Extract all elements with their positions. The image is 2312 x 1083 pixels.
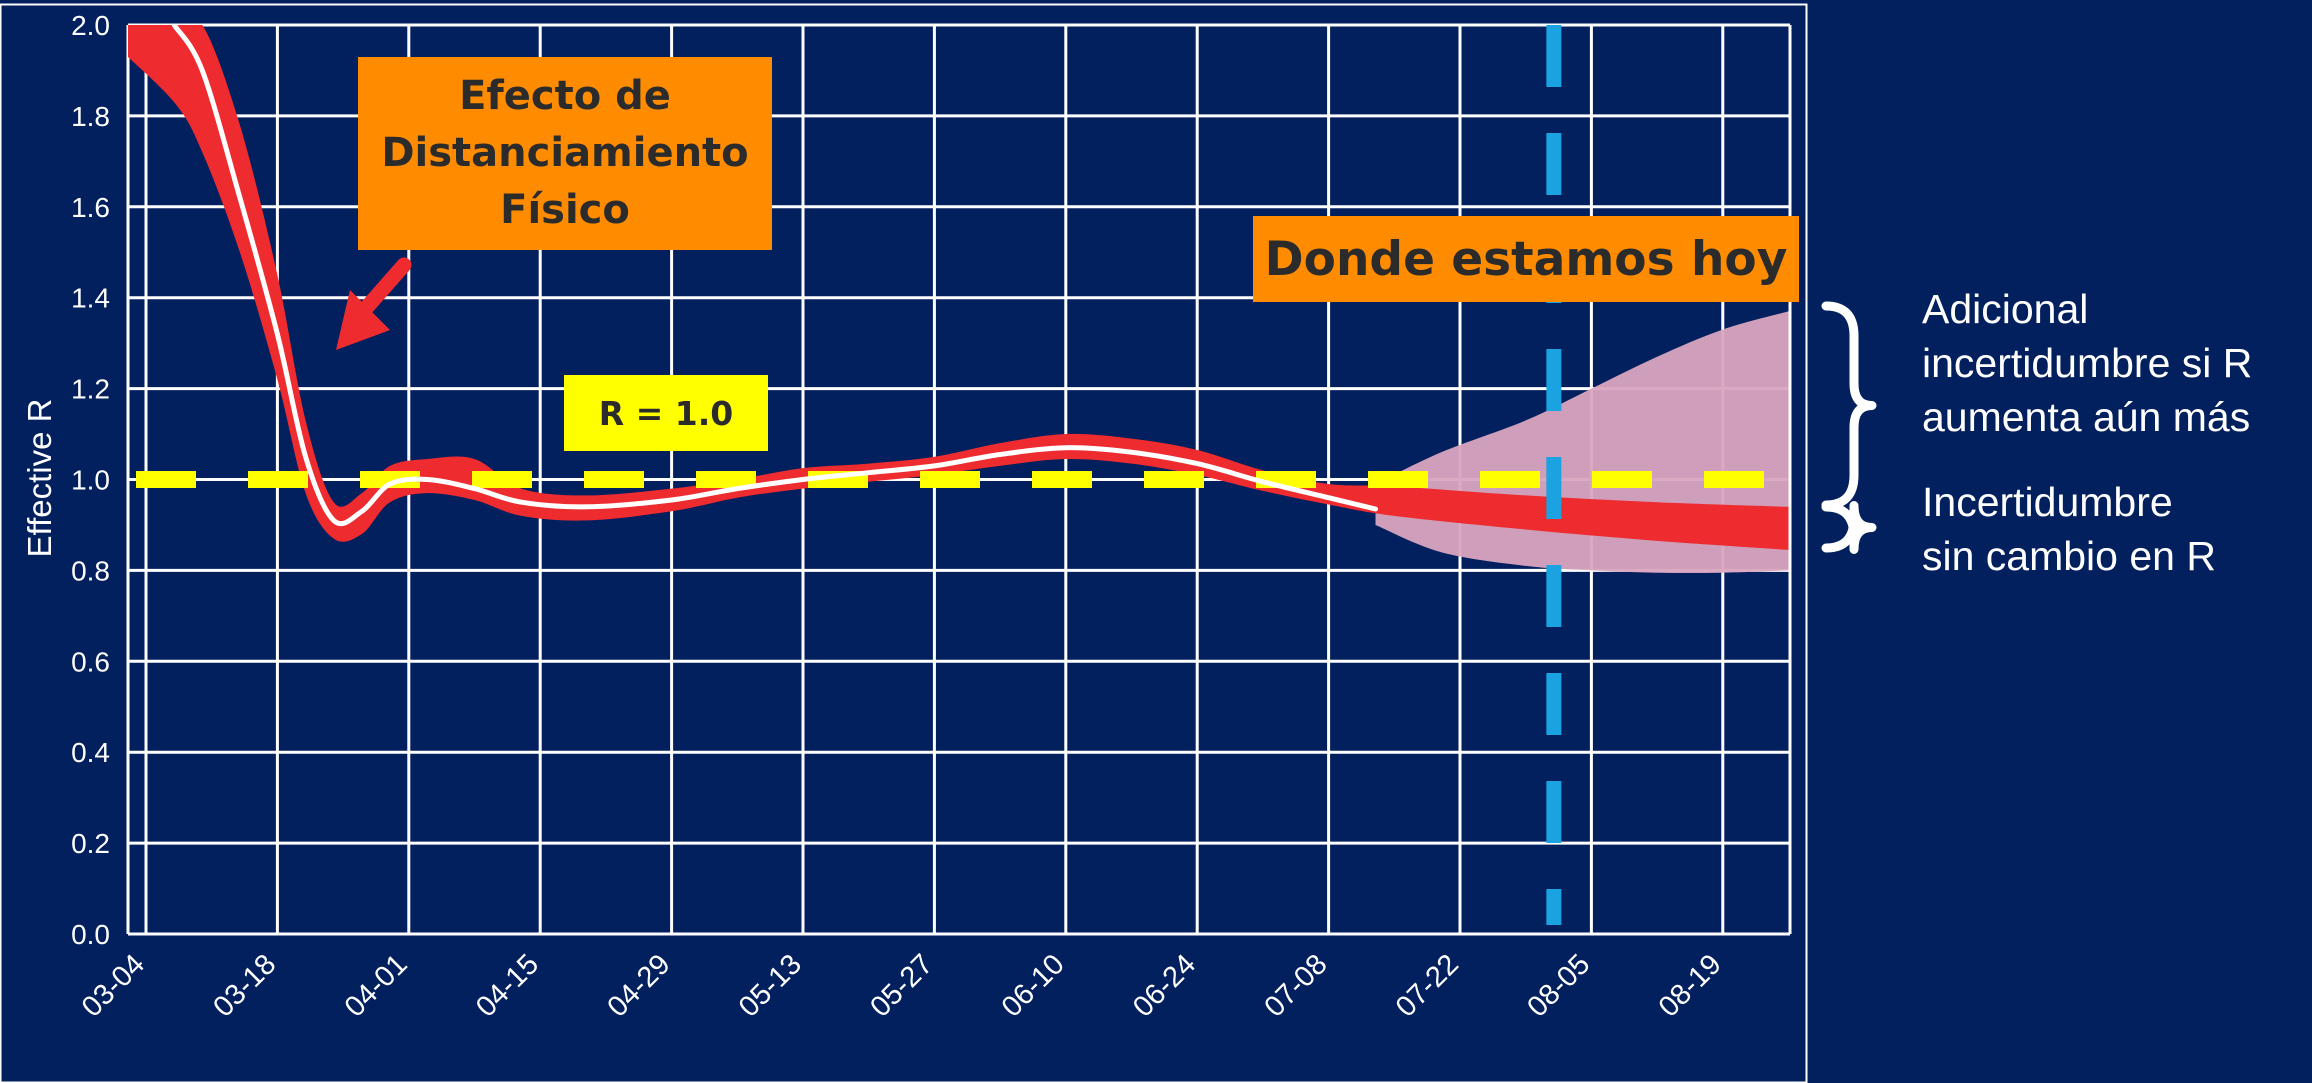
y-tick-label: 1.6 <box>71 192 110 223</box>
plot-series-group <box>128 25 1790 573</box>
x-tick-label: 07-08 <box>1258 948 1333 1023</box>
x-tick-label: 06-24 <box>1127 948 1202 1023</box>
additional-uncertainty-note: Adicional incertidumbre si R aumenta aún… <box>1922 286 2253 440</box>
brace-no-change-uncertainty <box>1821 501 1877 554</box>
x-tick-label: 05-13 <box>733 948 808 1023</box>
y-tick-label: 0.8 <box>71 555 110 586</box>
today-callout: Donde estamos hoy <box>1253 216 1799 302</box>
x-tick-label: 04-01 <box>339 948 414 1023</box>
x-tick-label: 03-04 <box>76 948 151 1023</box>
y-tick-label: 1.4 <box>71 283 110 314</box>
x-tick-label: 03-18 <box>207 948 282 1023</box>
no-change-uncertainty-note: Incertidumbre sin cambio en R <box>1922 479 2216 579</box>
y-tick-label: 0.4 <box>71 737 110 768</box>
y-tick-label: 0.0 <box>71 919 110 950</box>
y-tick-label: 2.0 <box>71 10 110 41</box>
r-equals-one-label: R = 1.0 <box>564 375 768 451</box>
x-tick-label: 06-10 <box>996 948 1071 1023</box>
distancing-effect-callout: Efecto de Distanciamiento Físico <box>358 57 772 250</box>
x-tick-label: 05-27 <box>864 948 939 1023</box>
x-tick-label: 08-19 <box>1653 948 1728 1023</box>
y-tick-label: 1.8 <box>71 101 110 132</box>
brace-additional-uncertainty <box>1821 301 1877 510</box>
arrow-head <box>336 290 390 350</box>
estimate-line <box>171 25 1378 527</box>
y-tick-label: 1.2 <box>71 374 110 405</box>
x-tick-label: 08-05 <box>1521 948 1596 1023</box>
y-tick-label: 0.2 <box>71 828 110 859</box>
y-tick-label: 0.6 <box>71 646 110 677</box>
y-axis-title: Effective R <box>21 398 58 558</box>
x-tick-label: 07-22 <box>1390 948 1465 1023</box>
x-tick-label: 04-29 <box>601 948 676 1023</box>
x-tick-label: 04-15 <box>470 948 545 1023</box>
y-tick-label: 1.0 <box>71 465 110 496</box>
